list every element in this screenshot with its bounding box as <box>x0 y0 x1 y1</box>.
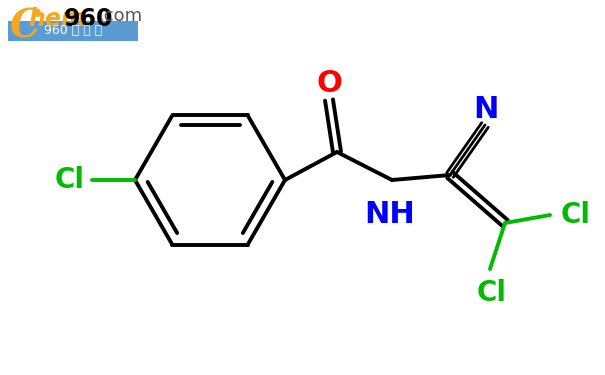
Text: 960: 960 <box>64 7 114 31</box>
Text: C: C <box>10 7 41 45</box>
Text: .com: .com <box>98 7 142 25</box>
Text: N: N <box>473 94 499 123</box>
Text: Cl: Cl <box>477 279 507 307</box>
Text: Cl: Cl <box>55 166 85 194</box>
Text: 960 化 工 网: 960 化 工 网 <box>44 24 102 38</box>
FancyBboxPatch shape <box>8 21 138 41</box>
Text: NH: NH <box>365 200 416 229</box>
Text: hem: hem <box>28 7 85 31</box>
Text: Cl: Cl <box>561 201 591 229</box>
Text: O: O <box>316 69 342 99</box>
